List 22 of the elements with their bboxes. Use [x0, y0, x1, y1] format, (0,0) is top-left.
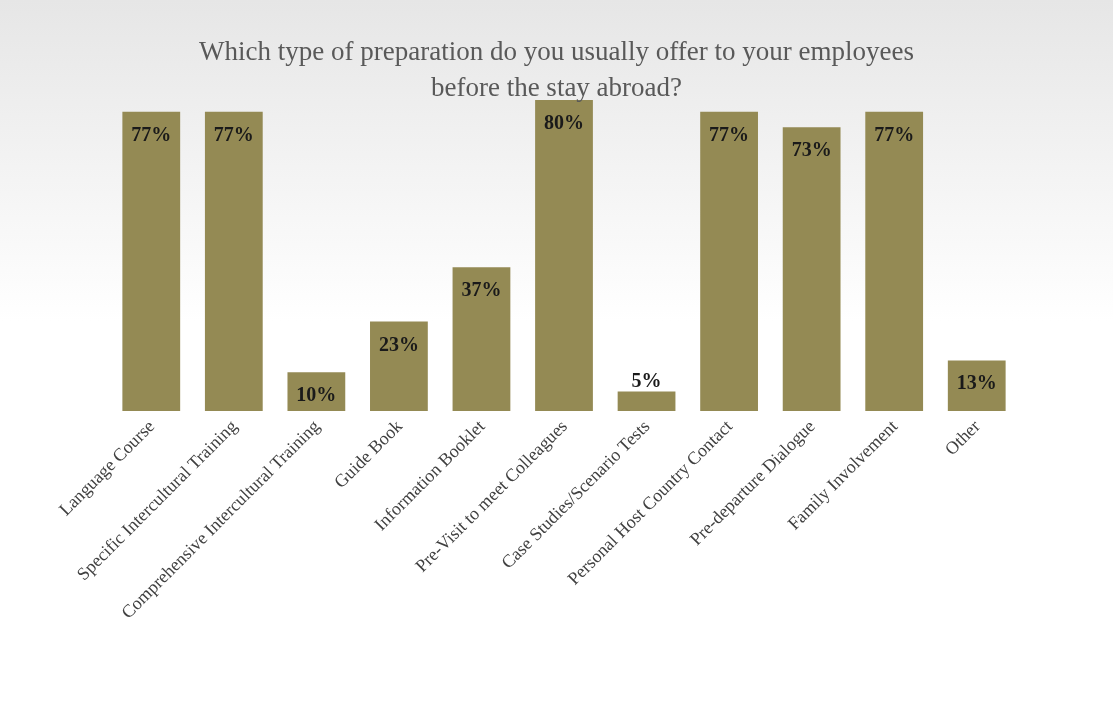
chart-title: Which type of preparation do you usually offer to your employees before the stay abroad? [199, 36, 914, 102]
bar [452, 267, 511, 411]
data-label: 77% [874, 122, 915, 145]
data-label: 13% [956, 371, 997, 394]
bar [782, 127, 841, 411]
bar [617, 391, 676, 411]
data-label: 23% [378, 332, 419, 355]
data-label: 73% [791, 138, 832, 161]
data-label: 77% [131, 122, 172, 145]
bar [204, 111, 263, 411]
data-label: 80% [544, 111, 584, 133]
data-label: 10% [296, 383, 337, 406]
data-label: 77% [213, 122, 254, 145]
bar [370, 321, 428, 411]
bar [947, 360, 1006, 411]
data-label: 77% [709, 122, 750, 145]
data-label: 37% [461, 278, 502, 301]
bar [535, 100, 593, 411]
bar [865, 111, 924, 411]
data-label: 5% [631, 368, 662, 391]
bar [700, 111, 758, 411]
bar [122, 111, 181, 411]
